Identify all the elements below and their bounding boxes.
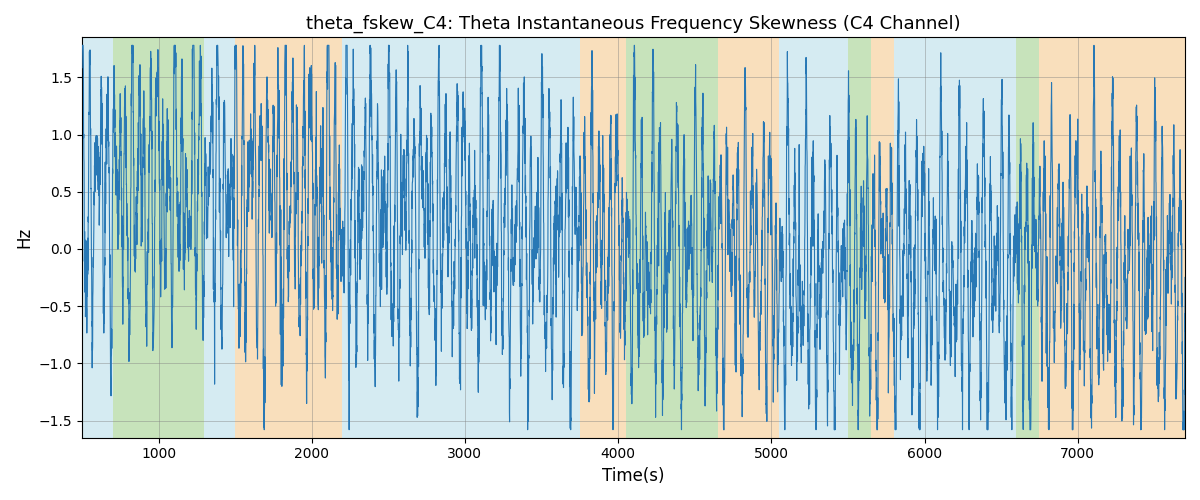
Bar <box>235 38 342 438</box>
Title: theta_fskew_C4: Theta Instantaneous Frequency Skewness (C4 Channel): theta_fskew_C4: Theta Instantaneous Freq… <box>306 15 961 34</box>
Bar <box>1016 38 1039 438</box>
Bar <box>342 38 580 438</box>
Bar <box>871 38 894 438</box>
Bar <box>848 38 871 438</box>
Bar <box>625 38 718 438</box>
Bar <box>1039 38 1184 438</box>
Bar <box>718 38 779 438</box>
Bar <box>82 38 113 438</box>
Bar <box>779 38 848 438</box>
Bar <box>204 38 235 438</box>
Bar <box>580 38 625 438</box>
Y-axis label: Hz: Hz <box>14 227 32 248</box>
X-axis label: Time(s): Time(s) <box>602 467 665 485</box>
Bar <box>894 38 1016 438</box>
Bar <box>113 38 204 438</box>
